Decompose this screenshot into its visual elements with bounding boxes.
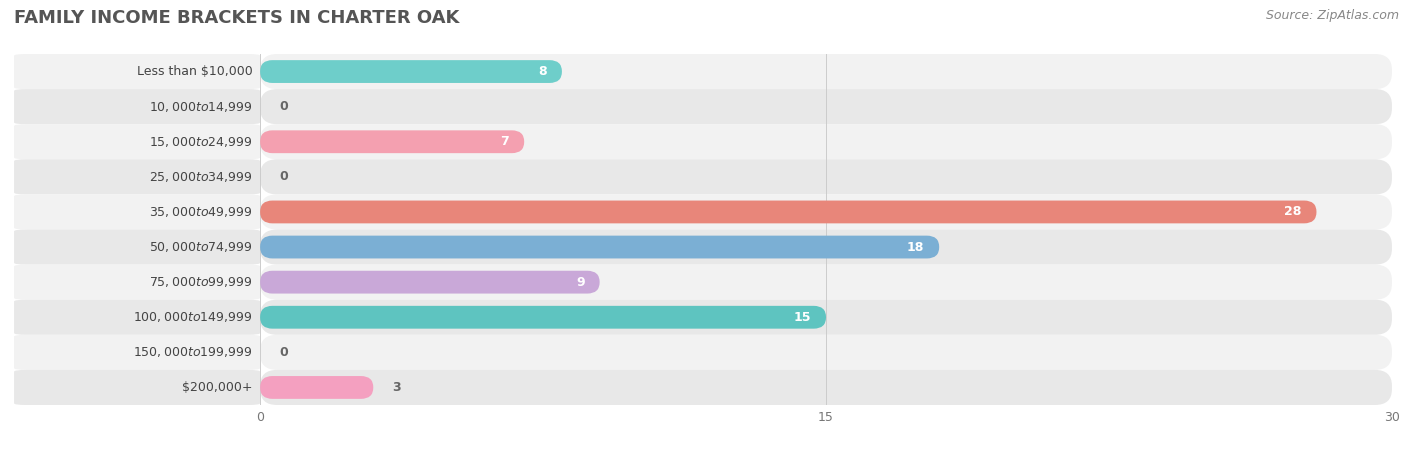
Text: 15: 15 bbox=[793, 311, 811, 324]
FancyBboxPatch shape bbox=[260, 300, 1392, 335]
FancyBboxPatch shape bbox=[260, 335, 1392, 370]
Text: $35,000 to $49,999: $35,000 to $49,999 bbox=[149, 205, 253, 219]
FancyBboxPatch shape bbox=[260, 124, 1392, 159]
FancyBboxPatch shape bbox=[260, 194, 1392, 230]
Text: 28: 28 bbox=[1284, 206, 1302, 218]
FancyBboxPatch shape bbox=[260, 130, 524, 153]
FancyBboxPatch shape bbox=[260, 370, 1392, 405]
Text: 3: 3 bbox=[392, 381, 401, 394]
FancyBboxPatch shape bbox=[260, 230, 1392, 265]
FancyBboxPatch shape bbox=[260, 159, 1392, 194]
FancyBboxPatch shape bbox=[260, 201, 1316, 223]
Text: $25,000 to $34,999: $25,000 to $34,999 bbox=[149, 170, 253, 184]
Text: $10,000 to $14,999: $10,000 to $14,999 bbox=[149, 99, 253, 114]
Text: $200,000+: $200,000+ bbox=[183, 381, 253, 394]
Text: $50,000 to $74,999: $50,000 to $74,999 bbox=[149, 240, 253, 254]
FancyBboxPatch shape bbox=[260, 271, 599, 293]
Text: FAMILY INCOME BRACKETS IN CHARTER OAK: FAMILY INCOME BRACKETS IN CHARTER OAK bbox=[14, 9, 460, 27]
Text: $15,000 to $24,999: $15,000 to $24,999 bbox=[149, 135, 253, 149]
FancyBboxPatch shape bbox=[14, 265, 260, 300]
FancyBboxPatch shape bbox=[14, 89, 260, 124]
FancyBboxPatch shape bbox=[260, 89, 1392, 124]
FancyBboxPatch shape bbox=[260, 60, 562, 83]
Text: $100,000 to $149,999: $100,000 to $149,999 bbox=[134, 310, 253, 324]
FancyBboxPatch shape bbox=[14, 230, 260, 265]
FancyBboxPatch shape bbox=[14, 370, 260, 405]
Text: $75,000 to $99,999: $75,000 to $99,999 bbox=[149, 275, 253, 289]
Text: 7: 7 bbox=[501, 135, 509, 148]
Text: 9: 9 bbox=[576, 276, 585, 288]
Text: Less than $10,000: Less than $10,000 bbox=[136, 65, 253, 78]
FancyBboxPatch shape bbox=[14, 159, 260, 194]
Text: 18: 18 bbox=[907, 241, 924, 253]
Text: 0: 0 bbox=[278, 171, 288, 183]
FancyBboxPatch shape bbox=[14, 300, 260, 335]
Text: 0: 0 bbox=[278, 100, 288, 113]
FancyBboxPatch shape bbox=[14, 124, 260, 159]
FancyBboxPatch shape bbox=[260, 376, 374, 399]
FancyBboxPatch shape bbox=[260, 306, 827, 328]
Text: Source: ZipAtlas.com: Source: ZipAtlas.com bbox=[1265, 9, 1399, 22]
Text: 0: 0 bbox=[278, 346, 288, 359]
Text: 8: 8 bbox=[538, 65, 547, 78]
FancyBboxPatch shape bbox=[14, 335, 260, 370]
Text: $150,000 to $199,999: $150,000 to $199,999 bbox=[134, 345, 253, 360]
FancyBboxPatch shape bbox=[14, 54, 260, 89]
FancyBboxPatch shape bbox=[260, 236, 939, 258]
FancyBboxPatch shape bbox=[14, 194, 260, 230]
FancyBboxPatch shape bbox=[260, 265, 1392, 300]
FancyBboxPatch shape bbox=[260, 54, 1392, 89]
